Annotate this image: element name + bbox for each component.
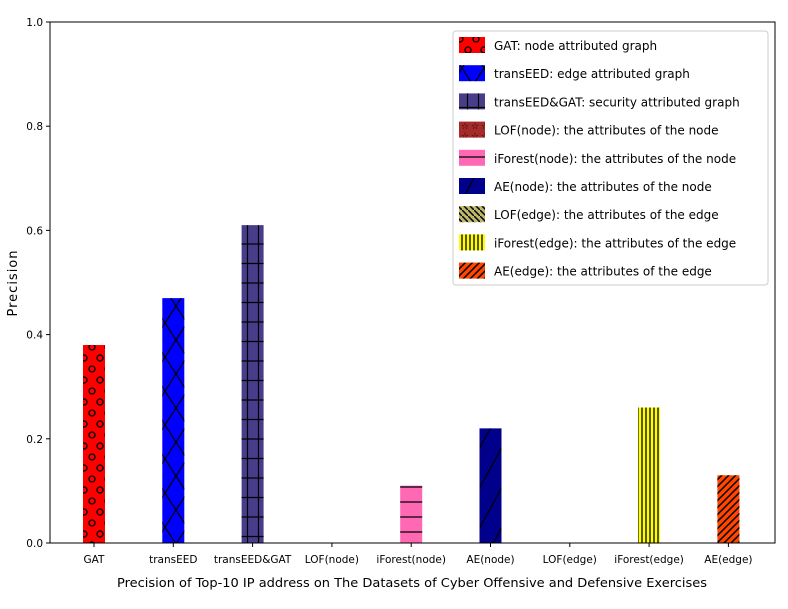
bar-hatch-8 — [717, 475, 740, 543]
y-tick-label: 0.0 — [26, 538, 43, 550]
x-tick-label: transEED&GAT — [214, 554, 292, 566]
legend-swatch-hatch-2 — [459, 93, 485, 110]
legend-swatch-hatch-4 — [459, 149, 485, 166]
y-tick-label: 0.2 — [26, 434, 43, 446]
bar-hatch-2 — [241, 225, 264, 543]
x-tick-label: iForest(edge) — [614, 554, 684, 566]
legend-label-2: transEED&GAT: security attributed graph — [494, 95, 740, 109]
legend-label-4: iForest(node): the attributes of the nod… — [494, 152, 736, 166]
y-tick-label: 0.8 — [26, 121, 43, 133]
bar-hatch-0 — [83, 345, 105, 543]
legend-label-1: transEED: edge attributed graph — [494, 67, 690, 81]
legend-label-3: LOF(node): the attributes of the node — [494, 124, 719, 138]
legend-label-6: LOF(edge): the attributes of the edge — [494, 208, 719, 222]
legend-label-5: AE(node): the attributes of the node — [494, 180, 712, 194]
y-tick-label: 1.0 — [26, 17, 43, 29]
bar-hatch-1 — [162, 298, 185, 543]
legend-label-8: AE(edge): the attributes of the edge — [494, 265, 712, 279]
x-axis-label: Precision of Top-10 IP address on The Da… — [117, 575, 707, 590]
legend-swatch-hatch-1 — [459, 65, 485, 82]
legend-swatch-hatch-7 — [459, 234, 485, 251]
legend-swatch-hatch-0 — [459, 37, 485, 53]
y-tick-label: 0.4 — [26, 330, 43, 342]
x-tick-label: LOF(node) — [305, 554, 359, 566]
y-tick-label: 0.6 — [26, 225, 43, 237]
legend-swatch-hatch-5 — [459, 178, 485, 194]
x-tick-label: AE(edge) — [704, 554, 752, 566]
bar-hatch-5 — [479, 428, 502, 543]
legend-label-0: GAT: node attributed graph — [494, 39, 657, 53]
legend: GAT: node attributed graph transEED: edge… — [452, 30, 769, 286]
x-tick-label: LOF(edge) — [543, 554, 597, 566]
legend-label-7: iForest(edge): the attributes of the edg… — [494, 236, 736, 250]
bar-hatch-4 — [400, 485, 423, 543]
x-tick-label: iForest(node) — [376, 554, 446, 566]
legend-swatch-hatch-6 — [459, 206, 485, 223]
y-axis-label: Precision — [6, 249, 21, 316]
legend-swatch-hatch-8 — [459, 262, 485, 279]
bar-hatch-7 — [638, 407, 661, 543]
legend-swatch-hatch-3 — [459, 121, 485, 138]
x-tick-label: transEED — [149, 554, 197, 566]
x-tick-label: GAT — [84, 554, 106, 566]
legend-box — [452, 30, 769, 286]
x-tick-label: AE(node) — [466, 554, 514, 566]
plot-frame — [49, 21, 776, 544]
